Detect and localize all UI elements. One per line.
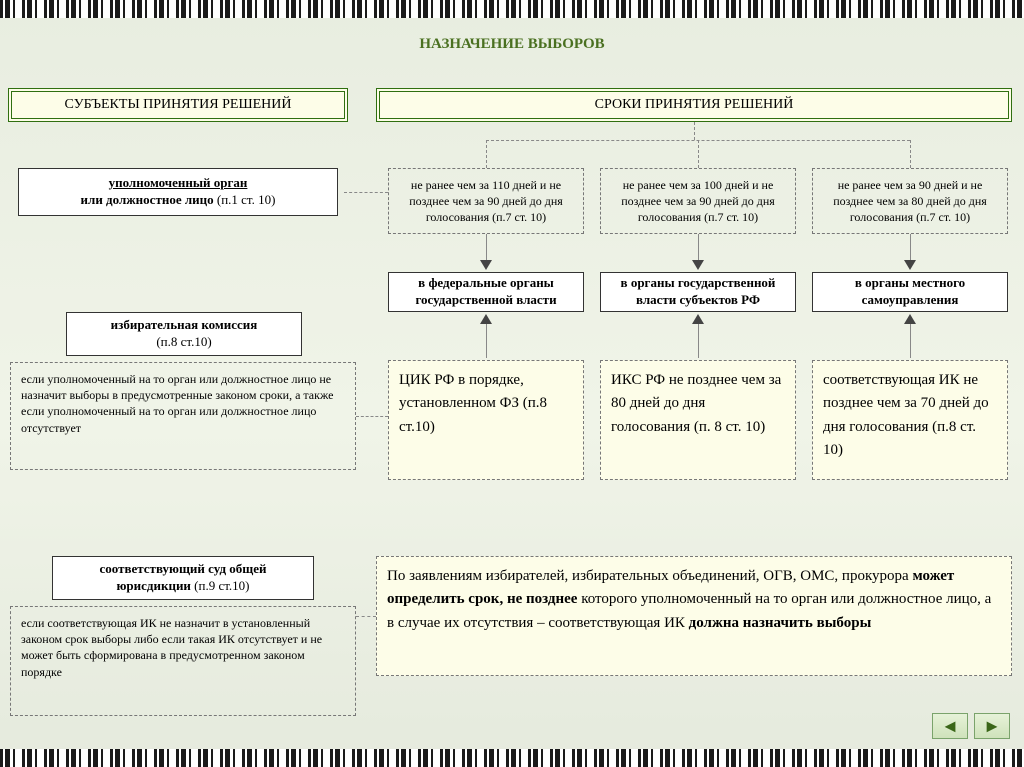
subject-1: уполномоченный органили должностное лицо… [18, 168, 338, 216]
bottom-note: По заявлениям избирателей, избирательных… [376, 556, 1012, 676]
link-s3-bottom [356, 616, 376, 617]
barcode-bottom [0, 749, 1024, 767]
a-r1r2-c2 [692, 260, 704, 270]
a-r3r2-c3-line [910, 324, 911, 358]
link-subject1-r1c1 [344, 192, 388, 193]
term-r3-c1: ЦИК РФ в порядке, установленном ФЗ (п.8 … [388, 360, 584, 480]
a-r3r2-c2-line [698, 324, 699, 358]
term-r3-c3: соответствующая ИК не позднее чем за 70 … [812, 360, 1008, 480]
a-r1r2-c1 [480, 260, 492, 270]
term-r2-c2-text: в органы государственной власти субъекто… [609, 275, 787, 309]
a-r3r2-c1-line [486, 324, 487, 358]
bottom-note-text: По заявлениям избирателей, избирательных… [387, 568, 991, 631]
a-r1r2-c3-line [910, 234, 911, 260]
subject-2-text: избирательная комиссия(п.8 ст.10) [111, 317, 258, 351]
a-r1r2-c2-line [698, 234, 699, 260]
a-r3r2-c2 [692, 314, 704, 324]
page: НАЗНАЧЕНИЕ ВЫБОРОВ СУБЪЕКТЫ ПРИНЯТИЯ РЕШ… [4, 22, 1020, 745]
subject-3-note: если соответствующая ИК не назначит в ус… [10, 606, 356, 716]
subject-3: соответствующий суд общей юрисдикции (п.… [52, 556, 314, 600]
page-title: НАЗНАЧЕНИЕ ВЫБОРОВ [4, 36, 1020, 53]
nav-prev[interactable]: ◄ [932, 713, 968, 739]
term-r2-c3-text: в органы местного самоуправления [821, 275, 999, 309]
term-r1-c1: не ранее чем за 110 дней и не позднее че… [388, 168, 584, 234]
link-header-c3 [910, 140, 911, 168]
a-r1r2-c1-line [486, 234, 487, 260]
a-r3r2-c3 [904, 314, 916, 324]
barcode-top [0, 0, 1024, 18]
header-terms: СРОКИ ПРИНЯТИЯ РЕШЕНИЙ [376, 88, 1012, 122]
term-r2-c1-text: в федеральные органы государственной вла… [397, 275, 575, 309]
subject-2: избирательная комиссия(п.8 ст.10) [66, 312, 302, 356]
subject-1-text: уполномоченный органили должностное лицо… [81, 175, 276, 209]
link-header-c2 [698, 140, 699, 168]
link-s2-r3 [356, 416, 388, 417]
link-header-c1 [486, 140, 487, 168]
link-header-down [694, 122, 695, 140]
subject-2-note: если уполномоченный на то орган или долж… [10, 362, 356, 470]
nav-next[interactable]: ► [974, 713, 1010, 739]
subject-3-text: соответствующий суд общей юрисдикции (п.… [61, 561, 305, 595]
term-r3-c2: ИКС РФ не позднее чем за 80 дней до дня … [600, 360, 796, 480]
term-r1-c2: не ранее чем за 100 дней и не позднее че… [600, 168, 796, 234]
term-r1-c3: не ранее чем за 90 дней и не позднее чем… [812, 168, 1008, 234]
a-r1r2-c3 [904, 260, 916, 270]
a-r3r2-c1 [480, 314, 492, 324]
header-subjects: СУБЪЕКТЫ ПРИНЯТИЯ РЕШЕНИЙ [8, 88, 348, 122]
term-r2-c2: в органы государственной власти субъекто… [600, 272, 796, 312]
term-r2-c1: в федеральные органы государственной вла… [388, 272, 584, 312]
term-r2-c3: в органы местного самоуправления [812, 272, 1008, 312]
